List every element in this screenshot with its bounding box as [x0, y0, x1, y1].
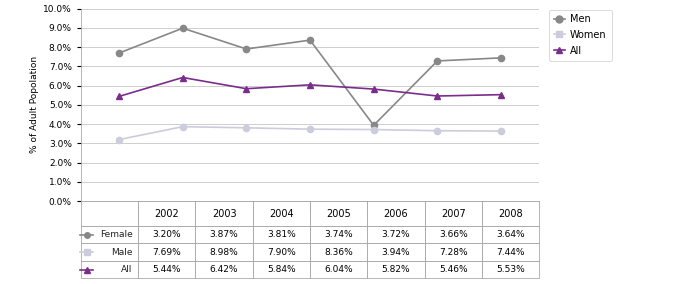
Y-axis label: % of Adult Popolation: % of Adult Popolation	[30, 56, 39, 153]
Legend: Men, Women, All: Men, Women, All	[549, 10, 611, 61]
